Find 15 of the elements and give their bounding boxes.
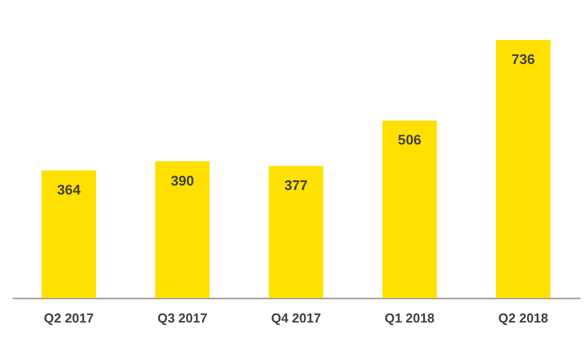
bar (382, 120, 437, 298)
x-tick-label: Q2 2018 (498, 310, 548, 326)
x-tick-label: Q4 2017 (271, 310, 321, 326)
data-label: 390 (170, 172, 194, 188)
data-label: 506 (398, 132, 422, 148)
bar (42, 170, 96, 298)
x-tick-label: Q3 2017 (157, 310, 208, 326)
x-tick-label: Q2 2017 (44, 310, 94, 326)
x-tick-label: Q1 2018 (384, 310, 435, 326)
data-label: 736 (512, 51, 536, 67)
bar (155, 161, 210, 298)
data-label: 364 (57, 181, 81, 198)
data-label: 377 (284, 176, 308, 193)
bar (268, 166, 324, 298)
bar (496, 40, 550, 298)
